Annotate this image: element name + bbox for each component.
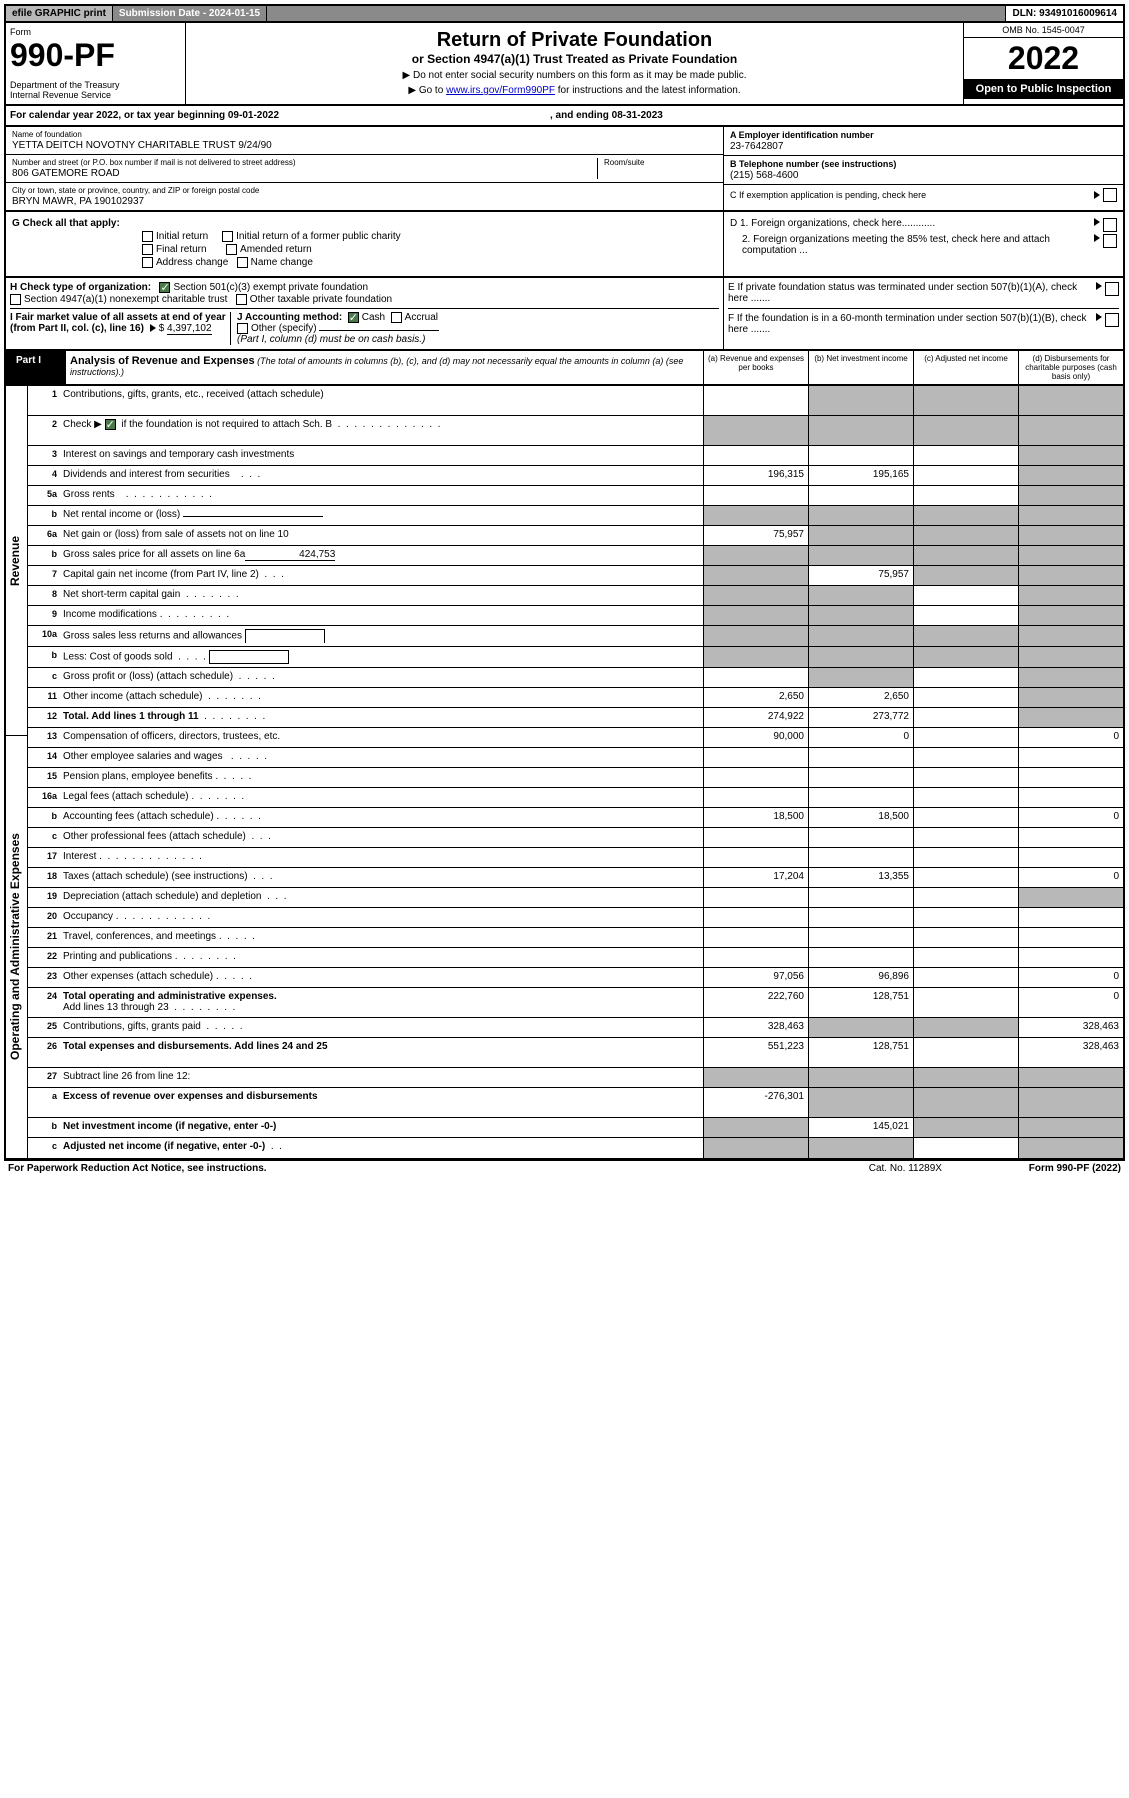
val-13a: 90,000 — [703, 728, 808, 747]
checkbox-other-tax[interactable] — [236, 294, 247, 305]
col-d: (d) Disbursements for charitable purpose… — [1018, 351, 1123, 384]
val-25a: 328,463 — [703, 1018, 808, 1037]
checkbox-501c3[interactable] — [159, 282, 170, 293]
street-address: 806 GATEMORE ROAD — [12, 168, 597, 179]
val-16bd: 0 — [1018, 808, 1123, 827]
side-revenue: Revenue — [6, 386, 27, 736]
part-label: Part I — [6, 351, 66, 384]
efile-label: efile GRAPHIC print — [6, 6, 113, 21]
calendar-year: For calendar year 2022, or tax year begi… — [4, 106, 1125, 127]
tel-label: B Telephone number (see instructions) — [730, 159, 1117, 169]
form-number: 990-PF — [10, 37, 181, 74]
val-11b: 2,650 — [808, 688, 913, 707]
foundation-name: YETTA DEITCH NOVOTNY CHARITABLE TRUST 9/… — [12, 140, 717, 151]
form-title: Return of Private Foundation — [192, 29, 957, 52]
footer-cat: Cat. No. 11289X — [869, 1163, 1029, 1174]
section-g: G Check all that apply: Initial return I… — [4, 212, 1125, 278]
checkbox-4947[interactable] — [10, 294, 21, 305]
note2: ▶ Go to www.irs.gov/Form990PF for instru… — [192, 85, 957, 96]
val-13b: 0 — [808, 728, 913, 747]
info-section: Name of foundation YETTA DEITCH NOVOTNY … — [4, 127, 1125, 212]
ein-label: A Employer identification number — [730, 130, 1117, 140]
dept-label: Department of the Treasury Internal Reve… — [10, 80, 181, 100]
checkbox-addr-change[interactable] — [142, 257, 153, 268]
val-23b: 96,896 — [808, 968, 913, 987]
checkbox-cash[interactable] — [348, 312, 359, 323]
open-public: Open to Public Inspection — [964, 79, 1123, 99]
val-23d: 0 — [1018, 968, 1123, 987]
name-label: Name of foundation — [12, 130, 717, 139]
side-expenses: Operating and Administrative Expenses — [6, 736, 27, 1158]
val-13d: 0 — [1018, 728, 1123, 747]
checkbox-amended[interactable] — [226, 244, 237, 255]
spacer — [267, 6, 1006, 21]
tax-year: 2022 — [964, 38, 1123, 79]
omb-number: OMB No. 1545-0047 — [964, 23, 1123, 38]
val-16ba: 18,500 — [703, 808, 808, 827]
form-subtitle: or Section 4947(a)(1) Trust Treated as P… — [192, 52, 957, 66]
addr-label: Number and street (or P.O. box number if… — [12, 158, 597, 167]
val-24d: 0 — [1018, 988, 1123, 1017]
val-18b: 13,355 — [808, 868, 913, 887]
checkbox-initial-former[interactable] — [222, 231, 233, 242]
city-state-zip: BRYN MAWR, PA 190102937 — [12, 196, 717, 207]
val-24b: 128,751 — [808, 988, 913, 1017]
val-26b: 128,751 — [808, 1038, 913, 1067]
val-24a: 222,760 — [703, 988, 808, 1017]
col-b: (b) Net investment income — [808, 351, 913, 384]
val-4a: 196,315 — [703, 466, 808, 485]
arrow-icon — [1094, 191, 1100, 199]
val-16bb: 18,500 — [808, 808, 913, 827]
val-11a: 2,650 — [703, 688, 808, 707]
form-label: Form — [10, 27, 181, 37]
submission-date: Submission Date - 2024-01-15 — [113, 6, 267, 21]
c-label: C If exemption application is pending, c… — [730, 190, 1091, 200]
checkbox-c[interactable] — [1103, 188, 1117, 202]
room-label: Room/suite — [604, 158, 717, 167]
city-label: City or town, state or province, country… — [12, 186, 717, 195]
main-table: Revenue Operating and Administrative Exp… — [4, 386, 1125, 1160]
checkbox-f[interactable] — [1105, 313, 1119, 327]
section-hij: H Check type of organization: Section 50… — [4, 278, 1125, 351]
part1-header: Part I Analysis of Revenue and Expenses … — [4, 351, 1125, 386]
top-bar: efile GRAPHIC print Submission Date - 20… — [4, 4, 1125, 23]
val-6a: 75,957 — [703, 526, 808, 545]
checkbox-name-change[interactable] — [237, 257, 248, 268]
val-4b: 195,165 — [808, 466, 913, 485]
val-23a: 97,056 — [703, 968, 808, 987]
val-12a: 274,922 — [703, 708, 808, 727]
val-18d: 0 — [1018, 868, 1123, 887]
val-25d: 328,463 — [1018, 1018, 1123, 1037]
form-link[interactable]: www.irs.gov/Form990PF — [446, 85, 555, 96]
checkbox-final[interactable] — [142, 244, 153, 255]
val-27a: -276,301 — [703, 1088, 808, 1117]
ein-value: 23-7642807 — [730, 141, 1117, 152]
val-12b: 273,772 — [808, 708, 913, 727]
checkbox-other-spec[interactable] — [237, 323, 248, 334]
col-c: (c) Adjusted net income — [913, 351, 1018, 384]
form-header: Form 990-PF Department of the Treasury I… — [4, 23, 1125, 106]
val-6b: 424,753 — [245, 549, 335, 561]
checkbox-schb[interactable] — [105, 419, 116, 430]
checkbox-initial[interactable] — [142, 231, 153, 242]
checkbox-accrual[interactable] — [391, 312, 402, 323]
tel-value: (215) 568-4600 — [730, 170, 1117, 181]
checkbox-d1[interactable] — [1103, 218, 1117, 232]
val-26d: 328,463 — [1018, 1038, 1123, 1067]
footer-form: Form 990-PF (2022) — [1029, 1163, 1121, 1174]
footer: For Paperwork Reduction Act Notice, see … — [4, 1160, 1125, 1176]
fmv-value: 4,397,102 — [167, 323, 212, 335]
val-27b: 145,021 — [808, 1118, 913, 1137]
val-26a: 551,223 — [703, 1038, 808, 1067]
col-a: (a) Revenue and expenses per books — [703, 351, 808, 384]
val-7b: 75,957 — [808, 566, 913, 585]
dln: DLN: 93491016009614 — [1006, 6, 1123, 21]
val-18a: 17,204 — [703, 868, 808, 887]
footer-left: For Paperwork Reduction Act Notice, see … — [8, 1163, 869, 1174]
checkbox-d2[interactable] — [1103, 234, 1117, 248]
note1: ▶ Do not enter social security numbers o… — [192, 70, 957, 81]
checkbox-e[interactable] — [1105, 282, 1119, 296]
